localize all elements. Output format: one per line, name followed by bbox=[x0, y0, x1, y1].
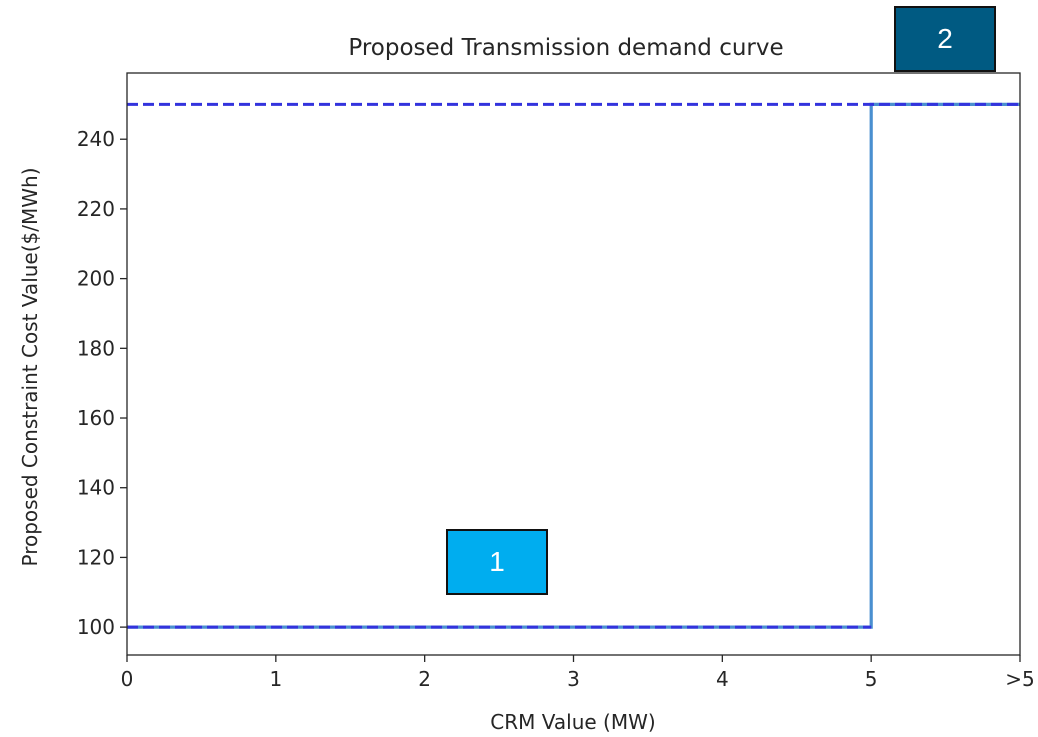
x-tick-label: >5 bbox=[1005, 667, 1034, 691]
y-tick-label: 120 bbox=[77, 545, 115, 569]
y-tick-label: 100 bbox=[77, 615, 115, 639]
x-tick-label: 2 bbox=[418, 667, 431, 691]
annotation-badge-2: 2 bbox=[894, 6, 996, 72]
chart-title: Proposed Transmission demand curve bbox=[348, 35, 783, 61]
plot-frame bbox=[126, 72, 1021, 656]
y-tick-label: 140 bbox=[77, 476, 115, 500]
y-tick-label: 220 bbox=[77, 197, 115, 221]
y-tick-label: 200 bbox=[77, 267, 115, 291]
y-tick-label: 240 bbox=[77, 127, 115, 151]
y-axis-label: Proposed Constraint Cost Value($/MWh) bbox=[18, 167, 42, 566]
x-tick-label: 4 bbox=[716, 667, 729, 691]
y-tick-label: 180 bbox=[77, 336, 115, 360]
x-tick-label: 5 bbox=[865, 667, 878, 691]
x-axis-label: CRM Value (MW) bbox=[490, 710, 655, 734]
series-solid-0-line bbox=[127, 102, 1020, 629]
x-tick-label: 3 bbox=[567, 667, 580, 691]
x-tick-label: 0 bbox=[121, 667, 134, 691]
axes-layer: 0 1 2 3 4 5 >5 100 120 140 160 180 200 220 240 bbox=[77, 72, 1035, 691]
y-tick-label: 160 bbox=[77, 406, 115, 430]
series-layer bbox=[127, 102, 1020, 629]
x-tick-label: 1 bbox=[269, 667, 282, 691]
annotation-badge-1: 1 bbox=[446, 529, 548, 595]
